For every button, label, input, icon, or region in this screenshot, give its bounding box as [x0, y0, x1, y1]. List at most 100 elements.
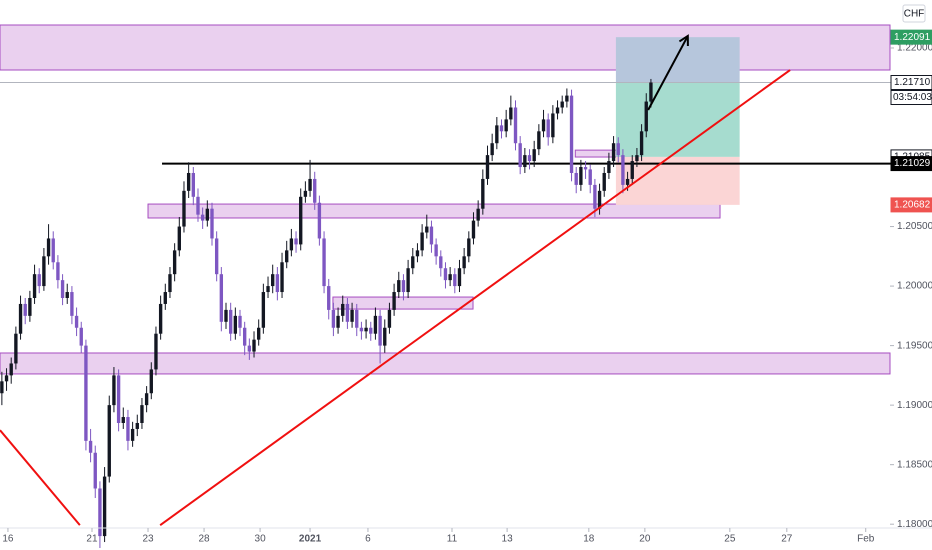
candle-body	[462, 256, 466, 269]
zone	[0, 24, 891, 71]
candle-body	[611, 143, 616, 162]
candle-body	[182, 190, 186, 227]
candle-body	[644, 101, 648, 132]
candle-body	[233, 315, 238, 334]
candle-body	[266, 286, 270, 293]
candle-body	[271, 274, 275, 287]
candle-body	[242, 327, 247, 346]
candle-body	[224, 309, 228, 322]
price-label: 1.20682	[894, 200, 931, 211]
candle-body	[345, 303, 350, 322]
y-tick-label: 1.19500	[897, 340, 932, 351]
candle-body	[252, 339, 256, 352]
x-tick-label: 16	[2, 534, 14, 545]
candle-body	[210, 208, 214, 239]
candle-body	[574, 172, 578, 185]
candle-body	[523, 155, 527, 168]
y-tick-label: 1.22000	[897, 43, 932, 54]
candle-body	[23, 303, 27, 316]
candle-body	[359, 327, 364, 332]
x-tick-label: 18	[583, 534, 595, 545]
candle-body	[93, 452, 97, 489]
candle-body	[630, 161, 634, 179]
candle-body	[387, 309, 392, 328]
countdown-box	[890, 90, 932, 106]
candle-body	[313, 178, 317, 203]
candle-body	[481, 178, 485, 209]
candle-body	[79, 327, 83, 346]
candle-body	[560, 101, 564, 108]
candle-body	[415, 250, 420, 257]
candle-body	[457, 268, 462, 287]
candle-body	[154, 333, 158, 370]
candle-body	[546, 119, 550, 138]
candle-body	[275, 274, 280, 293]
candle-body	[499, 125, 504, 132]
candle-body	[219, 274, 224, 322]
y-tick-label: 1.19000	[897, 400, 932, 411]
candle-body	[303, 190, 308, 197]
candle-body	[397, 280, 401, 293]
countdown: 03:54:03	[893, 92, 932, 103]
currency-box	[902, 4, 926, 23]
candle-body	[583, 167, 588, 170]
candle-body	[448, 274, 452, 281]
candle-body	[350, 309, 354, 322]
candle-body	[369, 327, 373, 334]
candle-body	[200, 214, 205, 221]
x-tick-label: 11	[447, 534, 458, 545]
candle-body	[649, 82, 653, 102]
candle-body	[541, 119, 546, 132]
candle-body	[532, 149, 536, 162]
candle-body	[177, 226, 181, 251]
candle-body	[383, 327, 387, 346]
candle-body	[172, 250, 177, 275]
candle-body	[116, 375, 121, 423]
y-tick-label: 1.18000	[897, 519, 932, 530]
x-tick-label: 2021	[299, 534, 322, 545]
position-target	[615, 37, 740, 83]
candle-body	[18, 303, 23, 334]
x-tick-label: 13	[502, 534, 514, 545]
candle-body	[621, 155, 625, 185]
candle-body	[135, 422, 139, 429]
candle-body	[336, 315, 340, 328]
candle-body	[453, 274, 457, 287]
candle-body	[565, 95, 569, 102]
candle-body	[196, 196, 200, 215]
candle-body	[214, 238, 219, 275]
candle-body	[593, 184, 597, 209]
arrow-line	[647, 35, 689, 111]
candle-body	[4, 375, 9, 382]
x-tick-label: 6	[365, 534, 371, 545]
candle-body	[107, 405, 111, 477]
candle-body	[355, 309, 359, 328]
candle-body	[158, 303, 163, 334]
candle-body	[411, 256, 415, 269]
candle-body	[331, 309, 336, 328]
candle-body	[392, 292, 396, 310]
candle-body	[579, 167, 583, 185]
x-tick-label: Feb	[857, 534, 875, 545]
candle-body	[88, 440, 93, 453]
candle-body	[46, 238, 51, 257]
candle-body	[65, 292, 69, 298]
candle-body	[439, 256, 443, 269]
trend-line	[0, 429, 81, 526]
candle-body	[28, 297, 32, 316]
currency: CHF	[904, 9, 925, 20]
candle-body	[471, 220, 476, 239]
candle-body	[425, 226, 429, 233]
candle-body	[299, 196, 303, 245]
candle-body	[285, 250, 289, 263]
candle-body	[509, 107, 513, 120]
candle-body	[420, 232, 424, 251]
candle-body	[476, 208, 480, 221]
candle-body	[504, 119, 508, 132]
candle-body	[289, 238, 294, 251]
candle-body	[294, 238, 298, 245]
candle-body	[597, 190, 602, 209]
candle-body	[551, 113, 555, 138]
